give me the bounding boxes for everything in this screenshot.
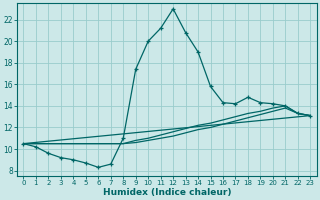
X-axis label: Humidex (Indice chaleur): Humidex (Indice chaleur): [103, 188, 231, 197]
